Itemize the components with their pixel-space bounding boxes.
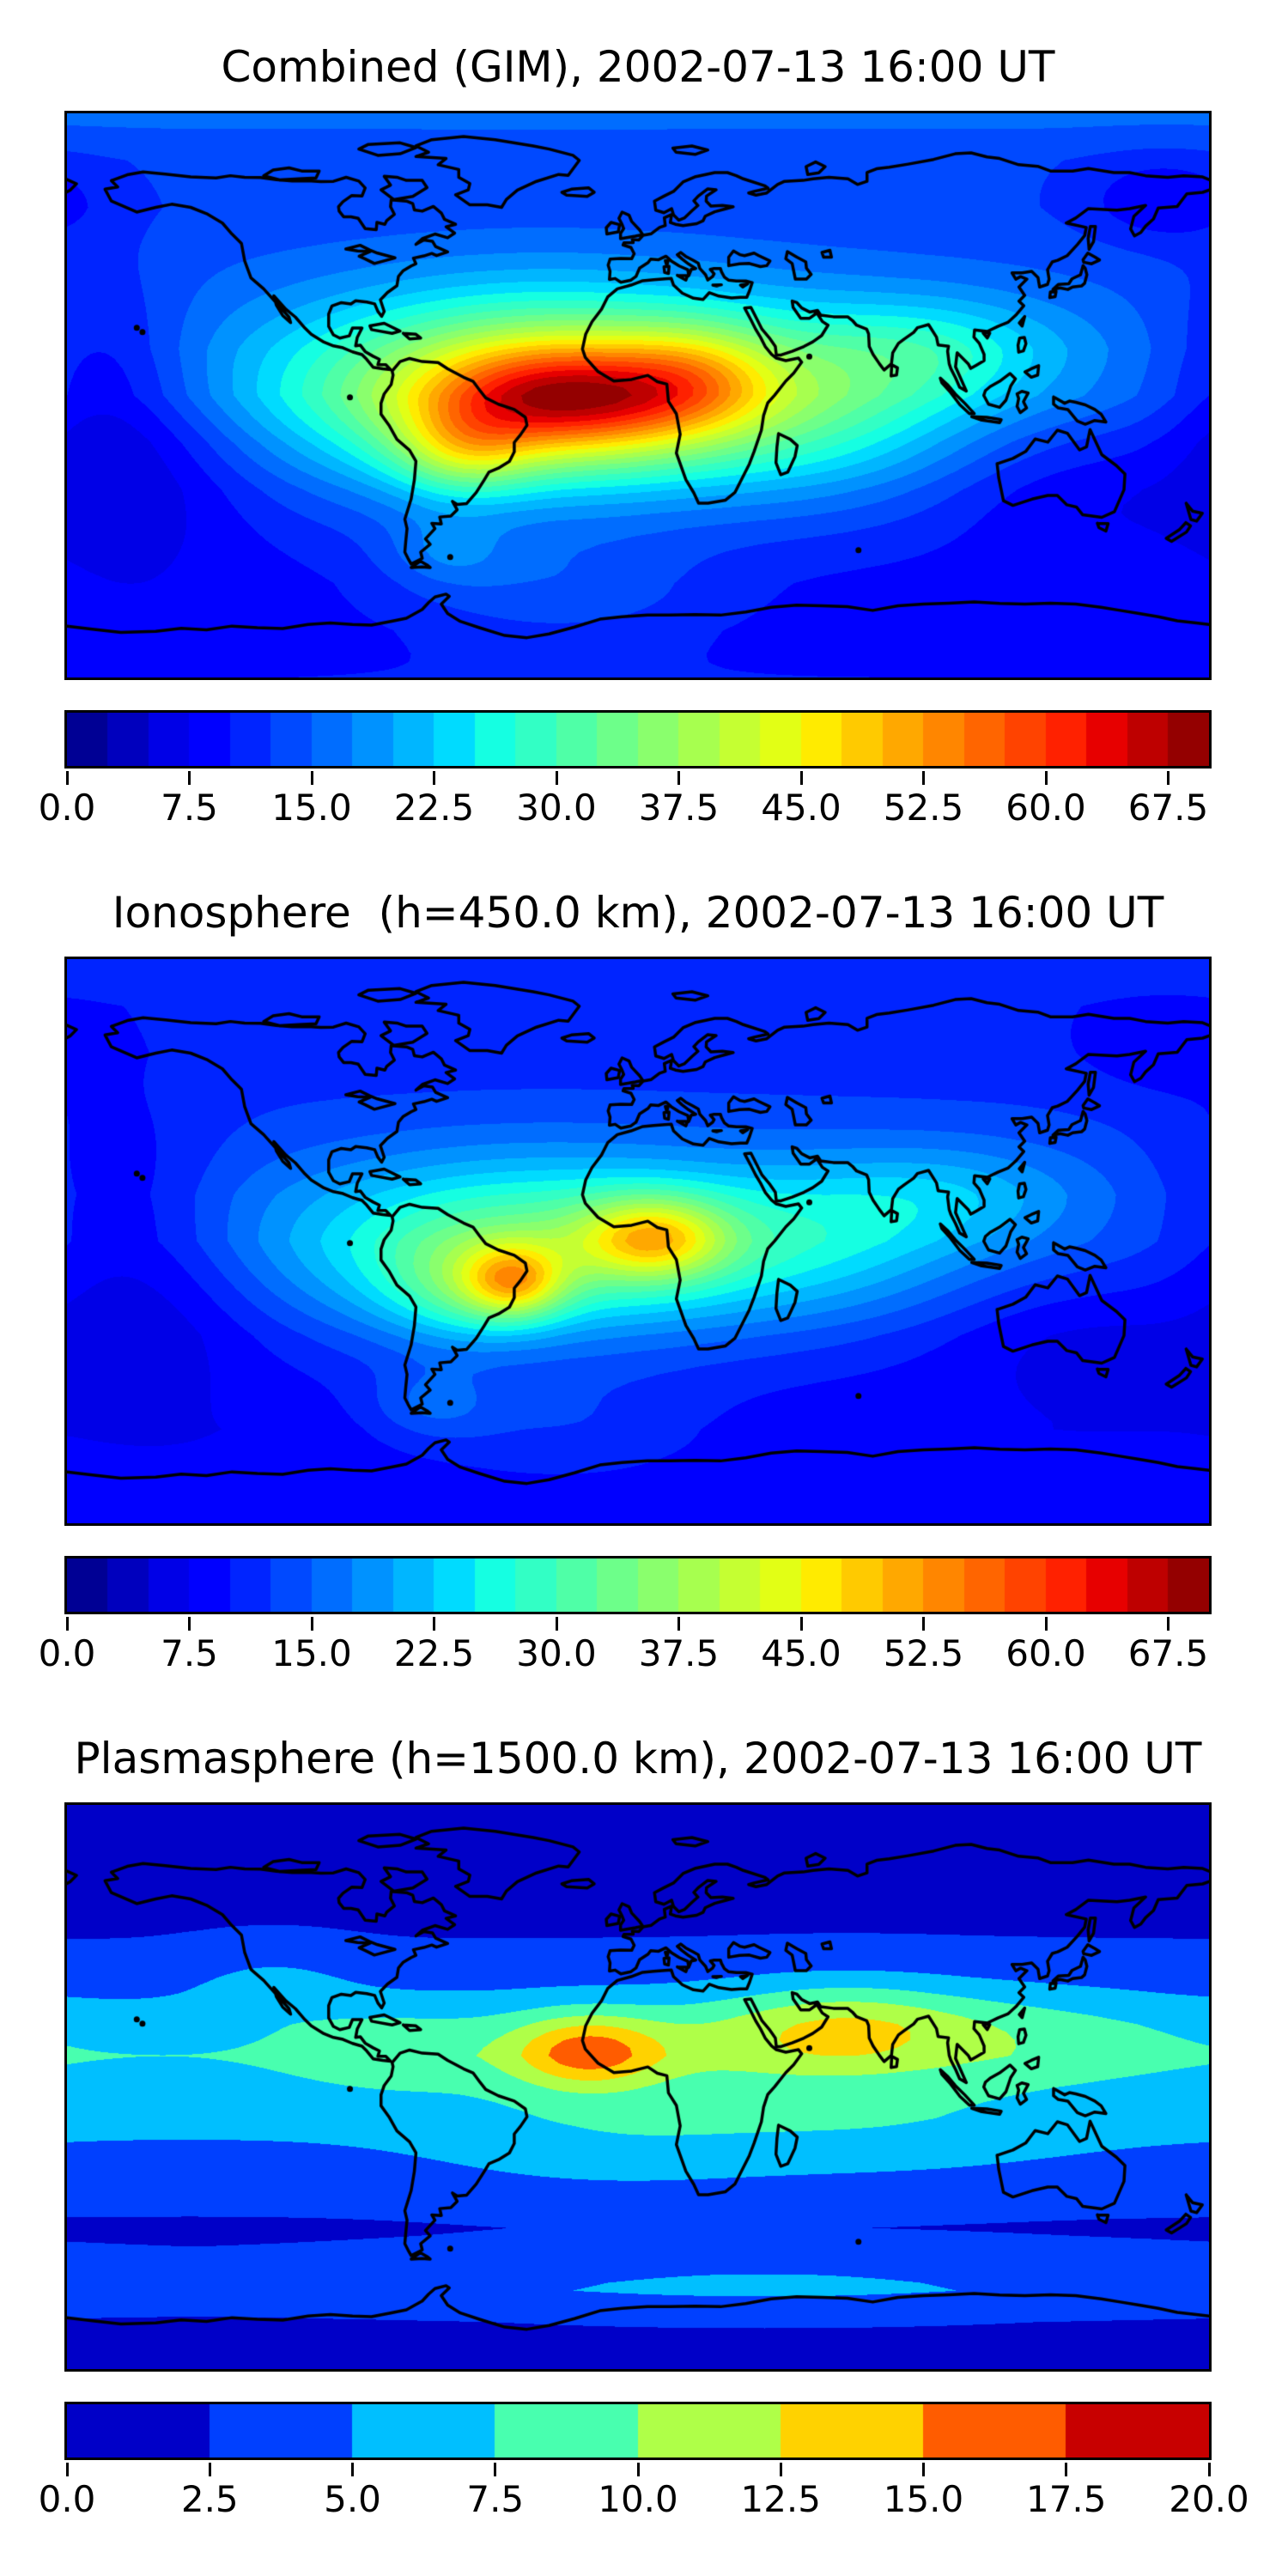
colorbar-tick-label: 15.0	[271, 1632, 352, 1674]
map-canvas-plasmasphere	[64, 1802, 1212, 2372]
colorbar-tick-label: 67.5	[1127, 787, 1209, 829]
colorbar-tick-label: 45.0	[761, 1632, 841, 1674]
colorbar-canvas-combined	[64, 710, 1212, 769]
colorbar-tick	[922, 771, 925, 785]
colorbar-tick	[188, 1617, 191, 1631]
colorbar-tick	[65, 771, 69, 785]
colorbar-tick	[310, 771, 313, 785]
colorbar-tick	[1207, 2463, 1211, 2476]
colorbar-tick	[922, 1617, 925, 1631]
colorbar-tick-label: 52.5	[883, 1632, 964, 1674]
colorbar-tick	[310, 1617, 313, 1631]
colorbar-tick-label: 12.5	[740, 2478, 822, 2520]
colorbar-tick-label: 7.5	[161, 787, 218, 829]
colorbar-tick-label: 60.0	[1005, 1632, 1086, 1674]
panel-title: Combined (GIM), 2002-07-13 16:00 UT	[221, 42, 1055, 92]
colorbar-tick-label: 15.0	[271, 787, 352, 829]
colorbar-tick-label: 20.0	[1169, 2478, 1249, 2520]
colorbar-tick	[1044, 771, 1048, 785]
colorbar-tick	[188, 771, 191, 785]
colorbar-tick-label: 7.5	[466, 2478, 525, 2520]
map-canvas-ionosphere	[64, 957, 1212, 1526]
colorbar-tick	[1044, 1617, 1048, 1631]
colorbar-tick-label: 15.0	[883, 2478, 964, 2520]
colorbar-tick	[555, 1617, 558, 1631]
colorbar-canvas-plasmasphere	[64, 2402, 1212, 2460]
colorbar-canvas-ionosphere	[64, 1556, 1212, 1614]
colorbar-tick	[677, 1617, 680, 1631]
panel-plasmasphere: Plasmasphere (h=1500.0 km), 2002-07-13 1…	[0, 1692, 1288, 2537]
colorbar-tick	[65, 2463, 69, 2476]
colorbar-tick	[1167, 771, 1170, 785]
colorbar-tick-label: 22.5	[393, 1632, 475, 1674]
colorbar-tick-label: 7.5	[161, 1632, 218, 1674]
colorbar-tick-label: 22.5	[393, 787, 475, 829]
colorbar-tick-label: 0.0	[38, 2478, 96, 2520]
colorbar-tick-label: 0.0	[38, 1632, 96, 1674]
colorbar-tick-label: 30.0	[516, 787, 597, 829]
panel-title: Ionosphere (h=450.0 km), 2002-07-13 16:0…	[112, 888, 1164, 938]
colorbar-tick-label: 60.0	[1005, 787, 1086, 829]
colorbar-tick	[208, 2463, 211, 2476]
colorbar-tick	[1065, 2463, 1068, 2476]
colorbar-tick	[65, 1617, 69, 1631]
colorbar-tick-label: 0.0	[38, 787, 96, 829]
colorbar-tick	[433, 771, 435, 785]
colorbar-tick-label: 2.5	[180, 2478, 239, 2520]
panel-ionosphere: Ionosphere (h=450.0 km), 2002-07-13 16:0…	[0, 846, 1288, 1692]
colorbar-tick-label: 5.0	[324, 2478, 381, 2520]
colorbar-tick	[799, 771, 803, 785]
colorbar-tick-label: 37.5	[638, 1632, 720, 1674]
colorbar-tick-label: 10.0	[598, 2478, 678, 2520]
colorbar-tick	[636, 2463, 640, 2476]
colorbar-tick-label: 52.5	[883, 787, 964, 829]
colorbar-tick-label: 37.5	[638, 787, 720, 829]
colorbar-tick	[494, 2463, 497, 2476]
colorbar-tick	[779, 2463, 782, 2476]
colorbar-tick-label: 67.5	[1127, 1632, 1209, 1674]
panel-title: Plasmasphere (h=1500.0 km), 2002-07-13 1…	[74, 1734, 1202, 1783]
panel-combined: Combined (GIM), 2002-07-13 16:00 UT 0.0 7…	[0, 0, 1288, 846]
colorbar-tick	[922, 2463, 925, 2476]
colorbar-tick	[433, 1617, 435, 1631]
colorbar-tick	[677, 771, 680, 785]
colorbar-tick	[799, 1617, 803, 1631]
colorbar-tick	[555, 771, 558, 785]
colorbar-tick	[1167, 1617, 1170, 1631]
colorbar-tick-label: 30.0	[516, 1632, 597, 1674]
colorbar-tick	[351, 2463, 354, 2476]
colorbar-tick-label: 17.5	[1025, 2478, 1107, 2520]
map-canvas-combined	[64, 111, 1212, 680]
colorbar-tick-label: 45.0	[761, 787, 841, 829]
